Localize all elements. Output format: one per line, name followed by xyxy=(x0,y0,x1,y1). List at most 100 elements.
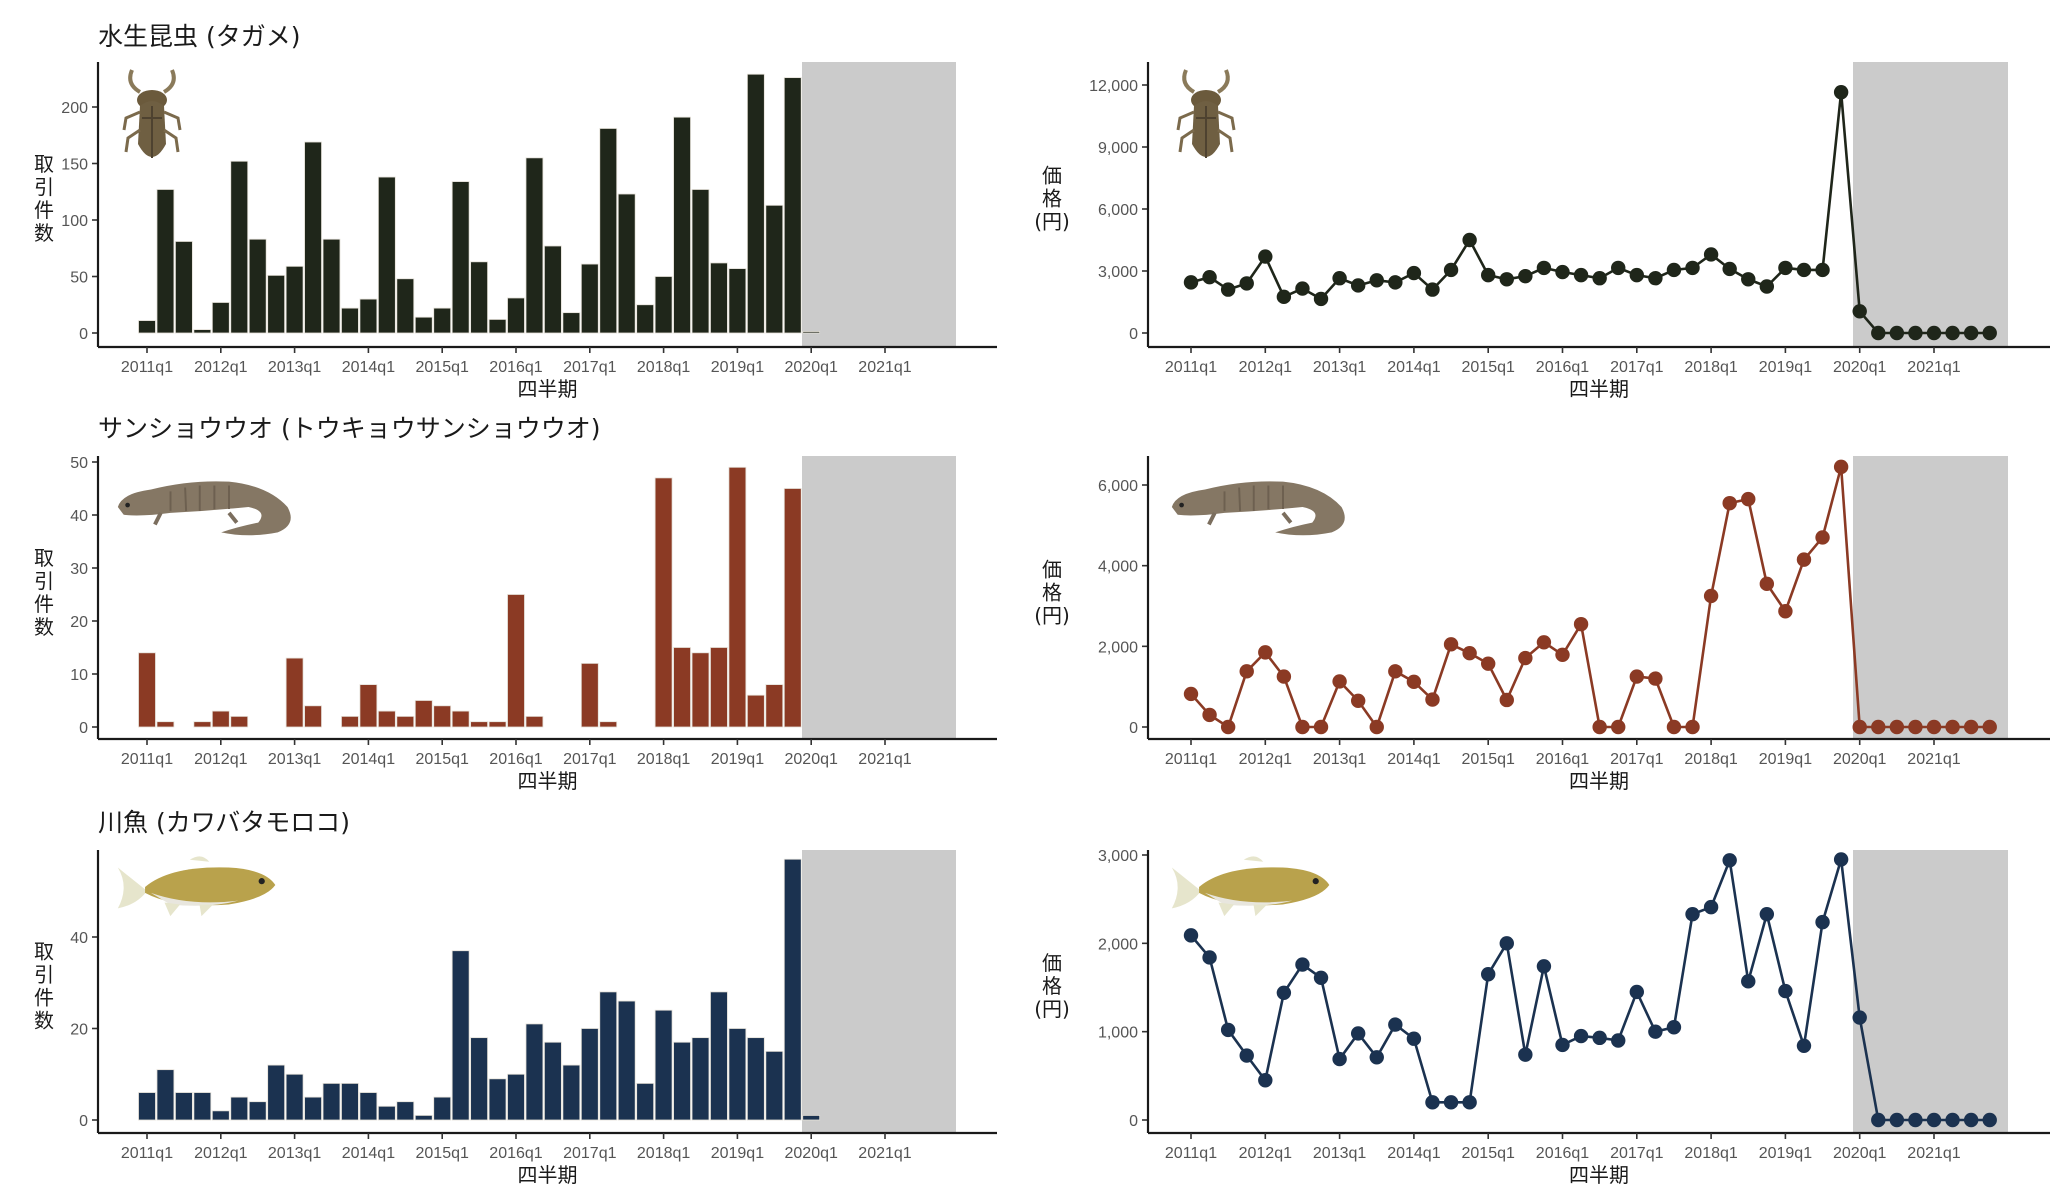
x-axis-title: 四半期 xyxy=(1569,1163,1629,1187)
bar xyxy=(193,329,212,334)
y-axis-title-char: 件 xyxy=(34,986,54,1010)
y-axis: 0 1,000 2,000 3,000 xyxy=(1098,848,1148,1130)
y-tick-label: 20 xyxy=(70,614,88,631)
data-point xyxy=(1388,275,1403,290)
x-axis-title: 四半期 xyxy=(518,769,578,793)
panel-fish-count: 川魚 (カワバタモロコ) 0 20 40 2011q1 2012q1 2013q1 2014q… xyxy=(34,808,997,1187)
bar xyxy=(285,265,304,334)
salamander-icon xyxy=(115,479,293,538)
data-point xyxy=(1481,267,1496,283)
data-point xyxy=(1648,1024,1663,1039)
bar xyxy=(341,716,359,728)
y-tick-label: 0 xyxy=(1129,326,1138,343)
bar xyxy=(156,189,175,334)
data-point xyxy=(1369,719,1384,735)
x-tick-label: 2018q1 xyxy=(637,751,690,768)
x-tick-label: 2011q1 xyxy=(121,1145,173,1162)
y-tick-label: 2,000 xyxy=(1098,639,1138,656)
bar xyxy=(433,307,452,334)
x-tick-label: 2017q1 xyxy=(563,1145,616,1162)
data-point xyxy=(1945,719,1960,735)
x-tick-label: 2011q1 xyxy=(1165,359,1217,376)
data-point xyxy=(1406,674,1422,690)
bar xyxy=(765,204,784,334)
y-tick-label: 40 xyxy=(70,930,88,947)
data-point xyxy=(1350,693,1366,708)
data-point xyxy=(1815,530,1830,545)
y-axis-title-char: 数 xyxy=(34,615,54,639)
y-tick-label: 0 xyxy=(1129,720,1138,737)
x-tick-label: 2015q1 xyxy=(416,751,469,768)
bar xyxy=(525,716,544,728)
x-tick-label: 2012q1 xyxy=(1239,359,1292,376)
bar xyxy=(599,721,618,728)
data-point xyxy=(1778,983,1793,999)
y-axis-title-char: (円) xyxy=(1034,997,1070,1021)
data-point xyxy=(1573,1028,1589,1044)
y-axis-title-char: (円) xyxy=(1034,210,1070,234)
fish-icon xyxy=(1171,856,1330,917)
x-tick-label: 2013q1 xyxy=(268,751,321,768)
data-point xyxy=(1555,647,1570,663)
y-axis-title-char: 取 xyxy=(34,546,54,570)
panel-fish-price: 0 1,000 2,000 3,000 2011q1 2012q1 2013q1 2014q1… xyxy=(1034,848,2050,1187)
bar xyxy=(193,721,212,728)
x-tick-label: 2011q1 xyxy=(1165,1145,1217,1162)
data-point xyxy=(1648,271,1663,286)
data-point xyxy=(1722,495,1737,511)
bar xyxy=(802,1115,821,1121)
water-bug-icon xyxy=(1176,68,1236,160)
data-point xyxy=(1220,719,1236,735)
x-axis: 2011q1 2012q1 2013q1 2014q1 2015q1 2016q1 2017… xyxy=(1165,347,1961,376)
data-point xyxy=(1629,267,1645,283)
bar xyxy=(728,268,747,334)
bar xyxy=(544,1041,562,1121)
bar xyxy=(507,594,525,728)
bar xyxy=(525,157,544,334)
x-tick-label: 2015q1 xyxy=(416,1145,469,1162)
bar xyxy=(304,705,322,728)
data-point xyxy=(1462,1095,1477,1110)
data-point xyxy=(1741,272,1756,287)
x-tick-label: 2012q1 xyxy=(194,1145,247,1162)
data-point xyxy=(1889,1112,1905,1128)
bar xyxy=(599,991,618,1121)
x-tick-label: 2020q1 xyxy=(1833,359,1886,376)
shaded-region xyxy=(802,62,956,347)
bar xyxy=(396,716,415,728)
bar xyxy=(414,316,433,334)
bar xyxy=(230,716,249,728)
water-bug-icon xyxy=(122,68,182,160)
data-point xyxy=(1350,1026,1366,1041)
x-tick-label: 2011q1 xyxy=(121,359,173,376)
y-axis: 0 3,000 6,000 9,000 12,000 xyxy=(1089,78,1148,343)
data-point xyxy=(1963,719,1979,735)
y-axis-title-char: 価 xyxy=(1042,951,1062,975)
data-point xyxy=(1871,719,1886,735)
bar xyxy=(710,262,728,334)
bar xyxy=(230,160,249,334)
shaded-region xyxy=(802,456,956,739)
bar xyxy=(285,1073,304,1121)
data-point xyxy=(1889,719,1905,735)
bar xyxy=(544,245,562,334)
data-point xyxy=(1648,671,1663,686)
y-tick-label: 50 xyxy=(70,455,88,472)
bar xyxy=(451,950,470,1121)
x-tick-label: 2021q1 xyxy=(1907,751,1960,768)
bars xyxy=(138,858,821,1121)
bar xyxy=(673,1041,691,1121)
data-point xyxy=(1443,637,1459,652)
series-line xyxy=(1183,85,1997,341)
y-tick-label: 50 xyxy=(70,270,88,287)
bar xyxy=(451,710,470,728)
data-point xyxy=(1685,906,1700,922)
x-tick-label: 2021q1 xyxy=(1907,1145,1960,1162)
data-point xyxy=(1852,304,1867,319)
y-tick-label: 2,000 xyxy=(1098,936,1138,953)
data-point xyxy=(1685,719,1700,735)
data-point xyxy=(1945,1112,1960,1128)
bar xyxy=(267,1064,286,1121)
bar xyxy=(304,141,322,334)
